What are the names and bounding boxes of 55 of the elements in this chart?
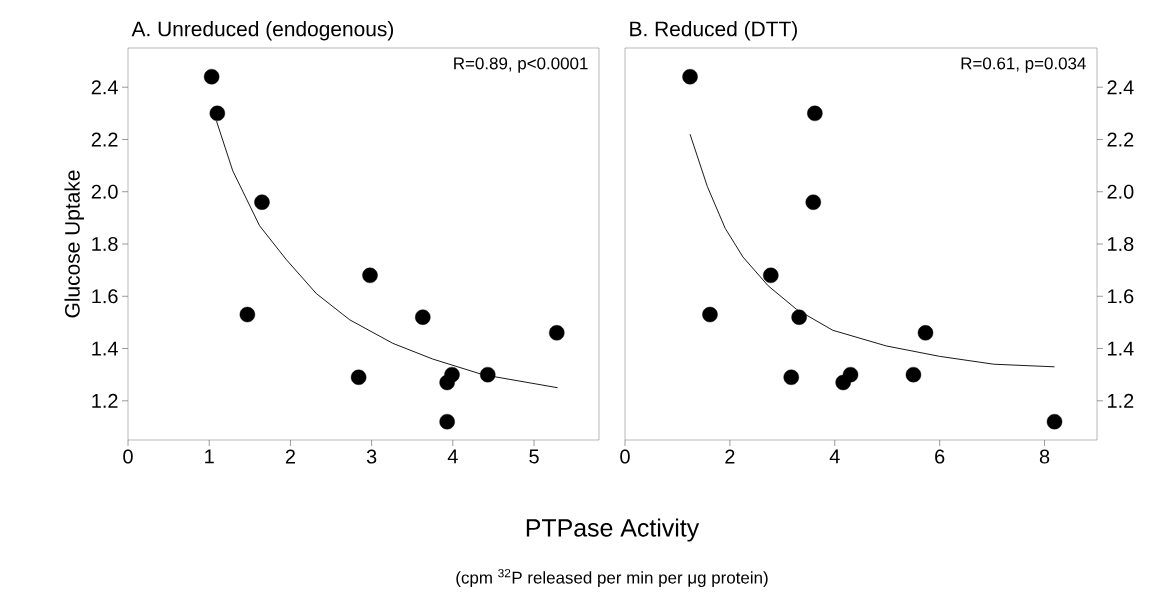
- point: [842, 366, 859, 383]
- y2-tick-label: 2.2: [1107, 132, 1134, 147]
- x-tick-label: 8: [1039, 449, 1050, 464]
- point: [763, 267, 779, 284]
- point: [702, 306, 718, 323]
- y2-tick-label: 1.8: [1108, 236, 1134, 252]
- annotation: R=0.61, p=0.034: [961, 57, 1086, 73]
- point: [905, 366, 922, 383]
- y-tick-label: 2.2: [91, 132, 118, 147]
- point: [439, 414, 455, 430]
- point: [444, 366, 460, 383]
- point: [1046, 414, 1063, 430]
- point: [239, 306, 256, 323]
- x-tick-label: 3: [366, 449, 377, 464]
- x-tick-label: 0: [123, 449, 133, 464]
- chart-title: A. Unreduced (endogenous): [131, 21, 394, 41]
- point: [783, 369, 799, 385]
- chart-title: B. Reduced (DTT): [630, 21, 797, 41]
- y-tick-label: 1.6: [92, 289, 118, 304]
- point: [254, 194, 270, 210]
- y2-tick-label: 2.0: [1107, 184, 1134, 199]
- point: [350, 369, 367, 385]
- point: [362, 267, 378, 284]
- point: [805, 194, 821, 210]
- x-tick-label: 2: [285, 449, 295, 464]
- x-tick-label: 5: [529, 449, 539, 464]
- y2-tick-label: 2.4: [1107, 80, 1134, 95]
- x-tick-label: 6: [935, 449, 945, 464]
- annotation: R=0.89, p<0.0001: [454, 57, 588, 73]
- y2-tick-label: 1.2: [1108, 393, 1134, 408]
- y2-tick-label: 1.6: [1108, 289, 1134, 304]
- x-tick-label: 2: [725, 449, 735, 464]
- line-series: [689, 133, 1055, 368]
- y2-tick-label: 1.4: [1108, 341, 1134, 356]
- point: [807, 105, 823, 122]
- x-tick-label: 1: [205, 449, 214, 464]
- point: [682, 69, 698, 85]
- point: [480, 366, 496, 383]
- y-tick-label: 2.4: [91, 80, 118, 95]
- point: [549, 325, 565, 341]
- y-tick-label: 1.4: [92, 341, 118, 356]
- point: [917, 325, 934, 341]
- point: [203, 69, 220, 85]
- x-tick-label: 4: [829, 449, 840, 464]
- x-axis-title: PTPase Activity: [526, 518, 700, 542]
- y-tick-label: 2.0: [91, 184, 118, 199]
- y-axis-title: Glucose Uptake: [64, 170, 84, 318]
- point: [209, 105, 226, 122]
- y-tick-label: 1.8: [92, 236, 118, 252]
- x-tick-label: 4: [447, 449, 458, 464]
- text: (cpm $^{32}$P released per min per μg protein): [456, 568, 768, 588]
- y-tick-label: 1.2: [92, 393, 118, 408]
- x-tick-label: 0: [620, 449, 630, 464]
- point: [415, 309, 431, 325]
- point: [791, 309, 807, 325]
